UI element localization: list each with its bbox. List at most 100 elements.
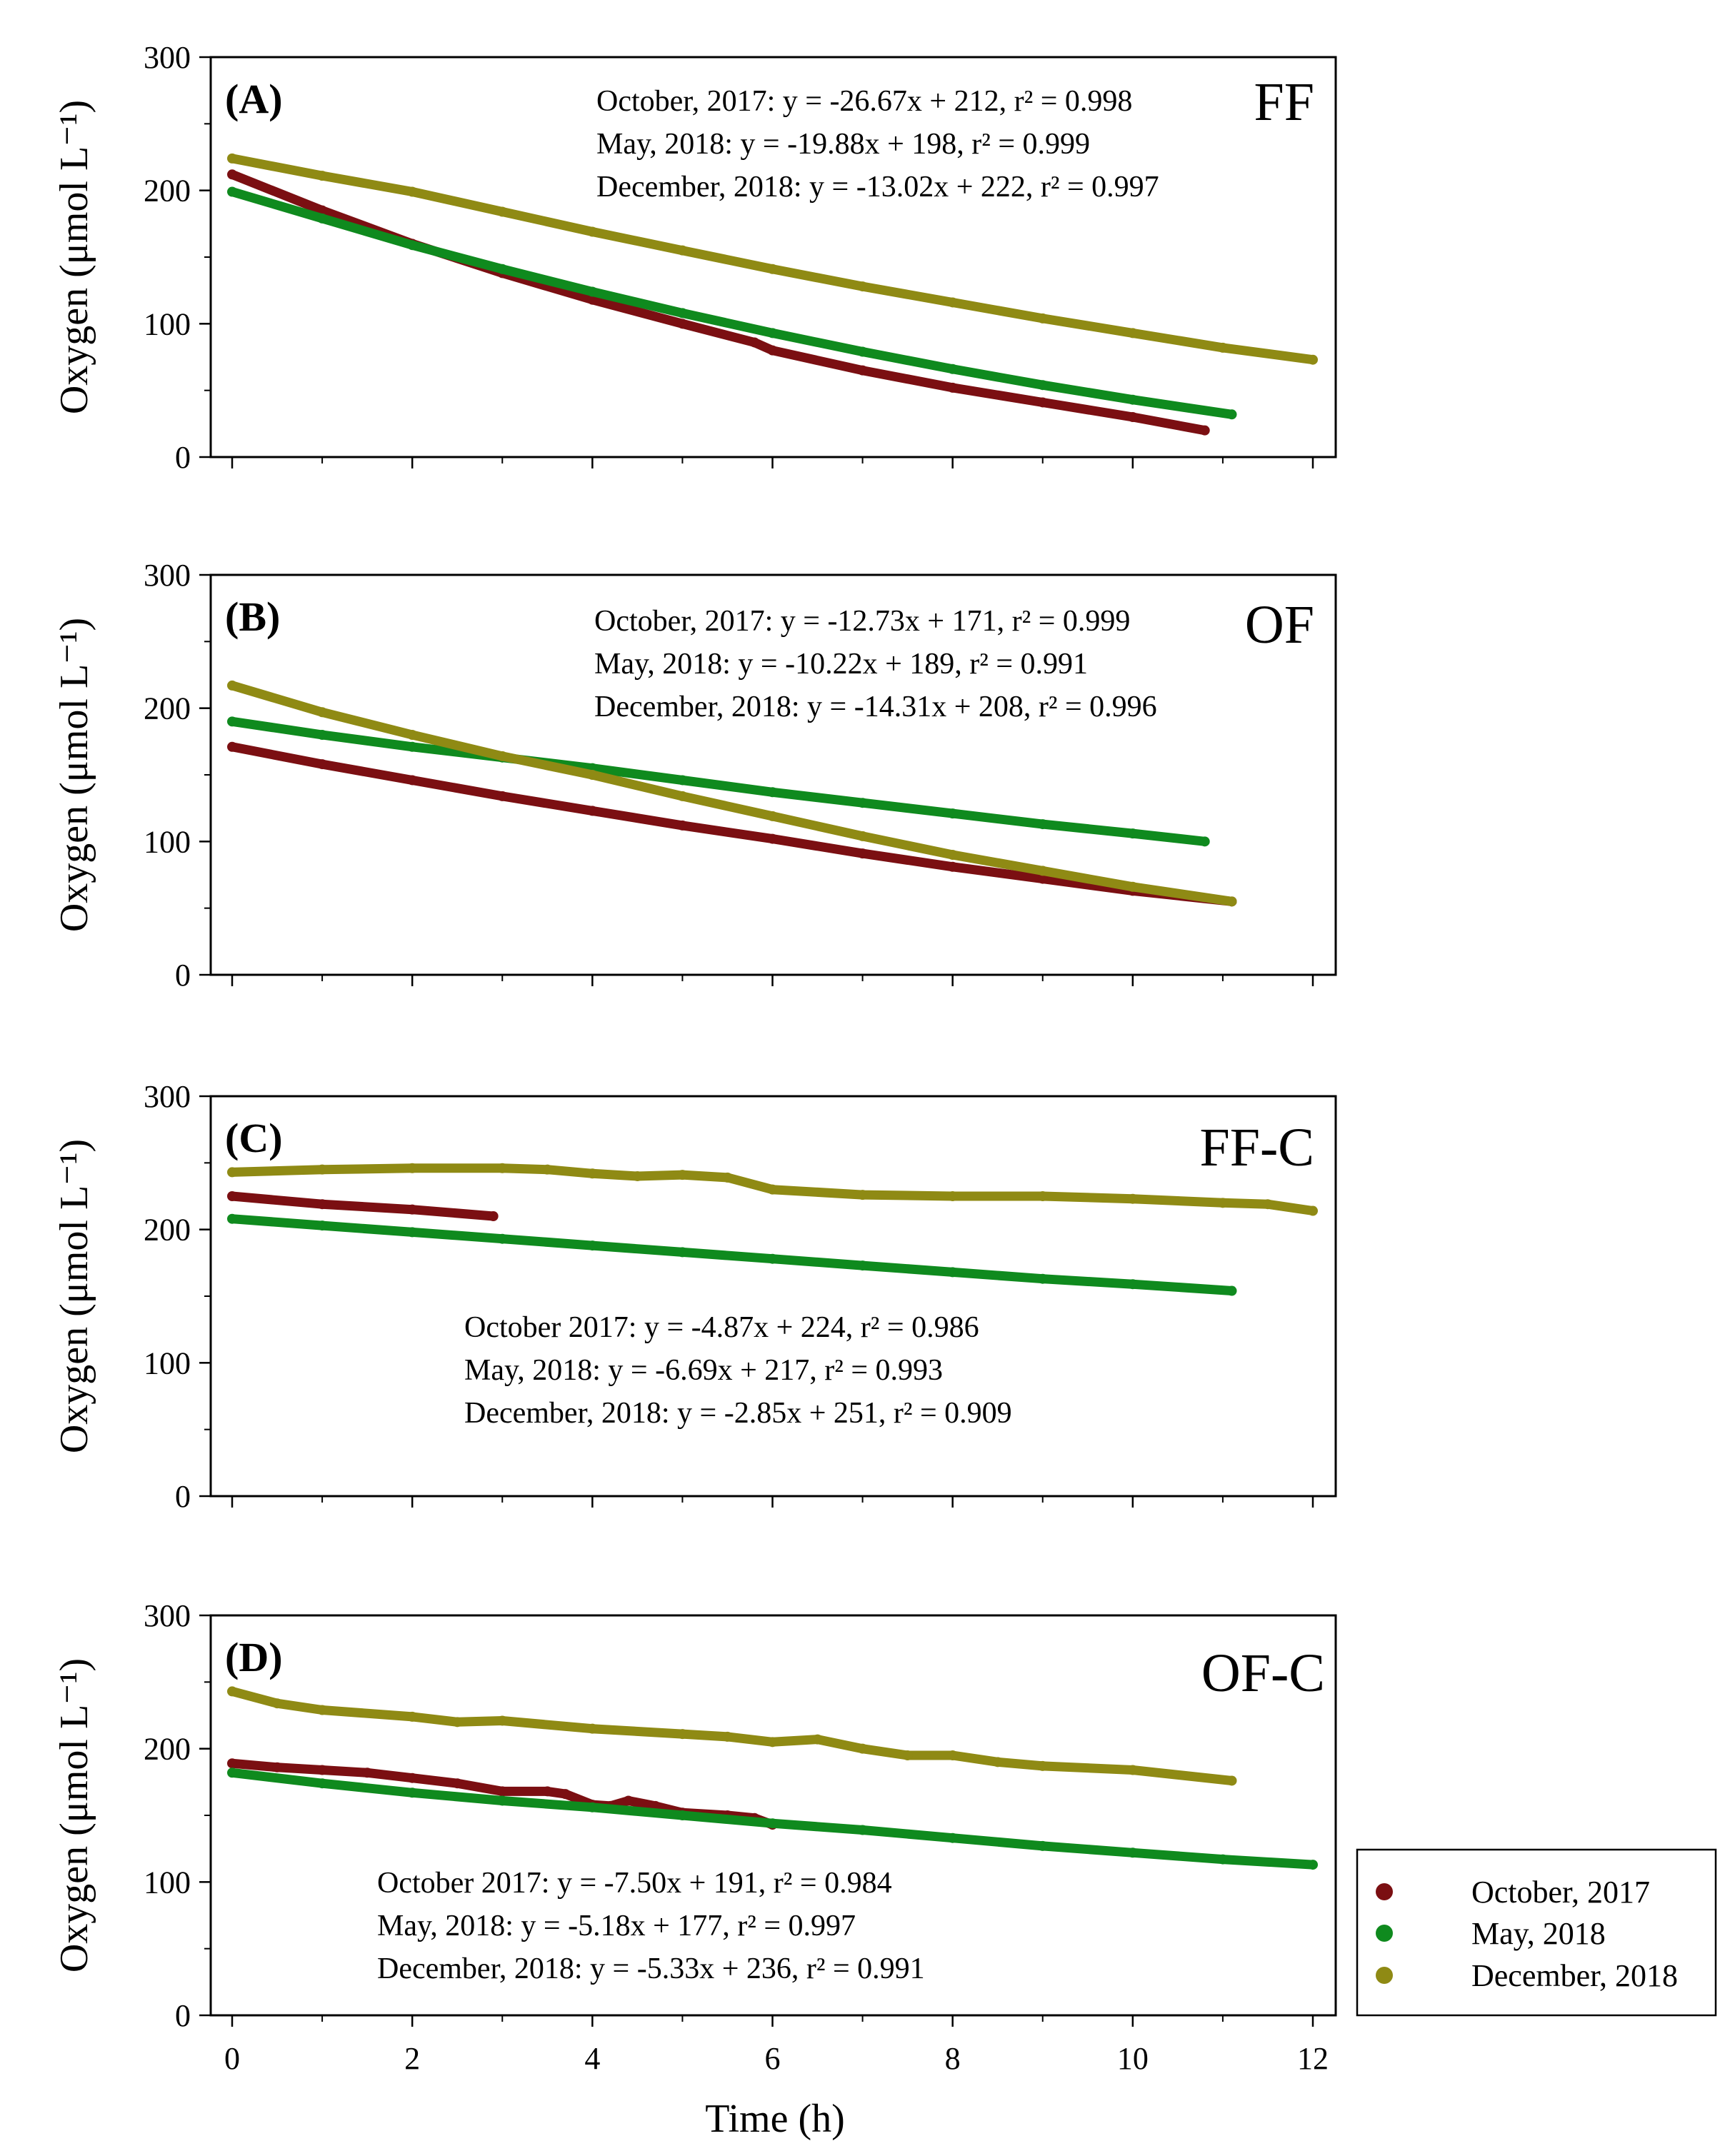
data-point bbox=[1226, 1775, 1237, 1786]
data-point bbox=[1037, 1760, 1048, 1771]
data-point bbox=[227, 1167, 237, 1178]
data-point bbox=[227, 1768, 237, 1778]
x-tick-labels: 0 2 4 6 8 10 12 bbox=[224, 2041, 1329, 2076]
data-point bbox=[227, 1213, 237, 1224]
data-point bbox=[1308, 1860, 1318, 1870]
equation-text: October 2017: y = -7.50x + 191, r² = 0.9… bbox=[377, 1867, 892, 1900]
y-tick-label: 200 bbox=[144, 1732, 191, 1767]
x-tick-label: 0 bbox=[224, 2041, 240, 2076]
data-point bbox=[767, 1253, 778, 1264]
series-line-october-2017 bbox=[227, 1191, 499, 1221]
data-point bbox=[317, 730, 328, 740]
data-point bbox=[227, 186, 237, 197]
data-point bbox=[677, 1170, 688, 1180]
data-point bbox=[857, 346, 868, 357]
data-point bbox=[1127, 1193, 1138, 1204]
x-tick-label: 2 bbox=[404, 2041, 420, 2076]
data-point bbox=[947, 297, 958, 308]
y-tick-label: 0 bbox=[175, 958, 191, 993]
data-point bbox=[1037, 819, 1048, 830]
data-point bbox=[857, 831, 868, 841]
data-point bbox=[542, 1786, 553, 1797]
y-tick-label: 300 bbox=[144, 558, 191, 593]
data-point bbox=[497, 1163, 508, 1173]
data-point bbox=[497, 1715, 508, 1726]
data-point bbox=[857, 1260, 868, 1271]
legend-marker-october-2017 bbox=[1376, 1883, 1393, 1900]
data-point bbox=[317, 759, 328, 770]
data-point bbox=[992, 1757, 1003, 1768]
series-line-may-2018 bbox=[227, 716, 1210, 846]
data-point bbox=[677, 319, 688, 329]
data-point bbox=[497, 751, 508, 761]
y-tick-label: 300 bbox=[144, 40, 191, 75]
data-point bbox=[947, 850, 958, 860]
data-point bbox=[362, 1768, 373, 1778]
y-tick-label: 100 bbox=[144, 1345, 191, 1380]
data-point bbox=[587, 1802, 598, 1812]
data-point bbox=[1127, 394, 1138, 405]
equation-text: May, 2018: y = -19.88x + 198, r² = 0.999 bbox=[596, 128, 1090, 161]
data-point bbox=[1127, 1279, 1138, 1290]
data-point bbox=[407, 186, 418, 197]
series-line-december-2018 bbox=[227, 681, 1236, 906]
data-point bbox=[227, 153, 237, 164]
panel-tag: OF-C bbox=[1201, 1643, 1325, 1703]
data-point bbox=[902, 1750, 913, 1760]
data-point bbox=[767, 328, 778, 339]
data-point bbox=[560, 1789, 571, 1800]
data-point bbox=[227, 741, 237, 752]
data-point bbox=[632, 1171, 643, 1181]
data-point bbox=[677, 820, 688, 831]
y-axis-title: Oxygen (μmol L⁻¹) bbox=[52, 1139, 96, 1453]
data-point bbox=[677, 1810, 688, 1820]
data-point bbox=[587, 1168, 598, 1179]
series-layer bbox=[227, 680, 1237, 907]
data-point bbox=[767, 264, 778, 274]
data-point bbox=[587, 770, 598, 780]
panel-label: (D) bbox=[225, 1634, 283, 1680]
data-point bbox=[677, 1729, 688, 1740]
data-point bbox=[1217, 1854, 1228, 1865]
data-point bbox=[407, 1227, 418, 1238]
data-point bbox=[407, 1788, 418, 1798]
data-point bbox=[272, 1762, 283, 1773]
y-tick-label: 200 bbox=[144, 1213, 191, 1248]
data-point bbox=[1226, 896, 1237, 907]
data-point bbox=[1037, 397, 1048, 408]
data-point bbox=[722, 1172, 733, 1183]
series-layer bbox=[227, 1686, 1318, 1870]
data-point bbox=[1127, 828, 1138, 839]
legend-label: October, 2017 bbox=[1471, 1875, 1650, 1910]
data-point bbox=[767, 345, 778, 356]
data-point bbox=[407, 1204, 418, 1215]
legend-entry: October, 2017 bbox=[1376, 1875, 1650, 1910]
equation-text: May, 2018: y = -10.22x + 189, r² = 0.991 bbox=[594, 648, 1088, 681]
data-point bbox=[722, 1731, 733, 1742]
equation-text: October, 2017: y = -26.67x + 212, r² = 0… bbox=[596, 85, 1132, 118]
data-point bbox=[857, 365, 868, 376]
equation-text: December, 2018: y = -13.02x + 222, r² = … bbox=[596, 171, 1159, 204]
data-point bbox=[497, 264, 508, 274]
equation-text: October 2017: y = -4.87x + 224, r² = 0.9… bbox=[464, 1311, 979, 1344]
data-point bbox=[587, 286, 598, 297]
data-point bbox=[857, 281, 868, 292]
series-line-may-2018 bbox=[227, 187, 1236, 419]
y-tick-label: 200 bbox=[144, 691, 191, 726]
y-tick-label: 0 bbox=[175, 1998, 191, 2033]
data-point bbox=[767, 1737, 778, 1748]
data-point bbox=[1199, 425, 1210, 436]
equation-text: December, 2018: y = -14.31x + 208, r² = … bbox=[594, 691, 1157, 723]
series-line-october-2017 bbox=[227, 742, 1236, 906]
data-point bbox=[452, 1717, 463, 1728]
legend-box bbox=[1356, 1848, 1717, 2017]
equation-text: May, 2018: y = -6.69x + 217, r² = 0.993 bbox=[464, 1354, 943, 1387]
data-point bbox=[947, 382, 958, 393]
data-point bbox=[857, 1743, 868, 1754]
data-point bbox=[1127, 412, 1138, 422]
data-point bbox=[488, 1211, 499, 1221]
data-point bbox=[623, 1795, 634, 1806]
data-point bbox=[407, 1163, 418, 1173]
data-point bbox=[317, 1164, 328, 1175]
